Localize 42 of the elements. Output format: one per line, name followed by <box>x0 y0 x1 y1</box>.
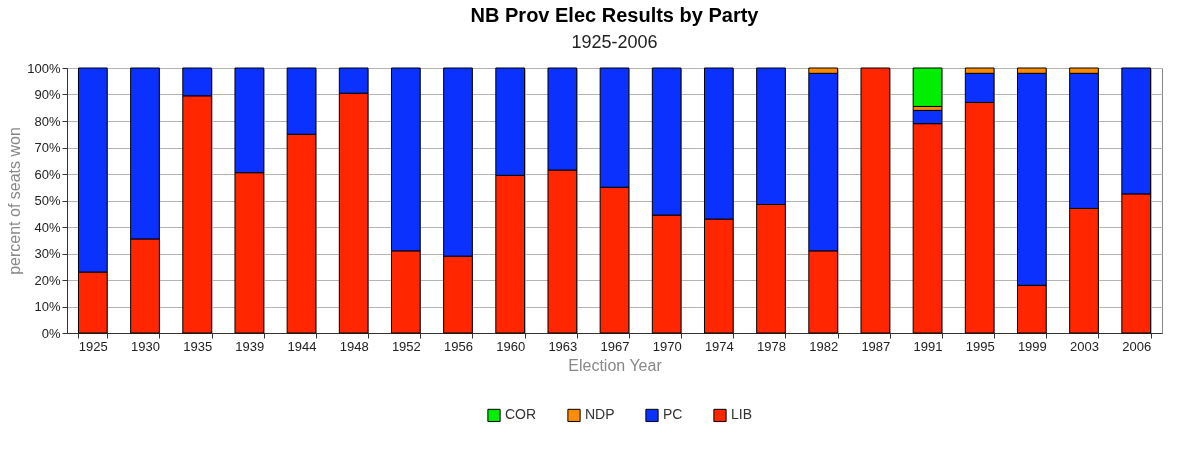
x-tick-label: 2006 <box>1122 338 1152 354</box>
x-tick-label: 1999 <box>1017 338 1047 354</box>
y-tick-label: 40% <box>34 219 61 235</box>
x-tick-label: 1967 <box>600 338 630 354</box>
x-tick-label: 1948 <box>339 338 369 354</box>
y-tick-label: 20% <box>34 272 61 288</box>
x-tick-label: 1978 <box>757 338 786 354</box>
bar <box>912 67 943 107</box>
x-tick-label: 1991 <box>913 338 943 354</box>
x-tick-label: 1970 <box>652 338 682 354</box>
x-tick-label: 1952 <box>391 338 421 354</box>
legend-label: NDP <box>585 406 615 423</box>
y-tick-label: 60% <box>34 166 61 182</box>
y-tick-label: 30% <box>34 246 61 261</box>
legend-label: COR <box>505 406 537 423</box>
x-tick-label: 1987 <box>861 338 891 354</box>
x-tick-label: 1925 <box>78 338 108 354</box>
chart-title: NB Prov Elec Results by Party <box>470 4 760 26</box>
x-axis-title: Election Year <box>568 356 663 374</box>
y-tick-label: 0% <box>41 325 61 341</box>
y-axis-title: percent of seats won <box>6 127 24 275</box>
y-tick-label: 50% <box>34 193 61 208</box>
bar <box>860 67 891 334</box>
legend-label: PC <box>663 406 683 423</box>
x-tick-label: 1956 <box>444 338 473 354</box>
y-tick-label: 70% <box>34 140 61 155</box>
y-tick-label: 80% <box>34 113 61 129</box>
x-tick-label: 1995 <box>965 338 995 354</box>
x-tick-label: 1974 <box>704 338 734 354</box>
x-tick-label: 1982 <box>809 338 839 354</box>
y-tick-label: 100% <box>27 60 61 76</box>
y-tick-label: 90% <box>34 87 61 102</box>
x-tick-label: 1960 <box>496 338 526 354</box>
y-tick-label: 10% <box>34 299 61 314</box>
x-tick-label: 1935 <box>183 338 213 354</box>
chart-subtitle: 1925-2006 <box>571 32 658 52</box>
x-tick-label: 1939 <box>235 338 265 354</box>
legend-label: LIB <box>731 406 753 423</box>
x-tick-label: 1944 <box>287 338 317 354</box>
x-tick-label: 1930 <box>131 338 160 354</box>
x-tick-label: 1963 <box>548 338 578 354</box>
x-tick-label: 2003 <box>1070 338 1099 354</box>
